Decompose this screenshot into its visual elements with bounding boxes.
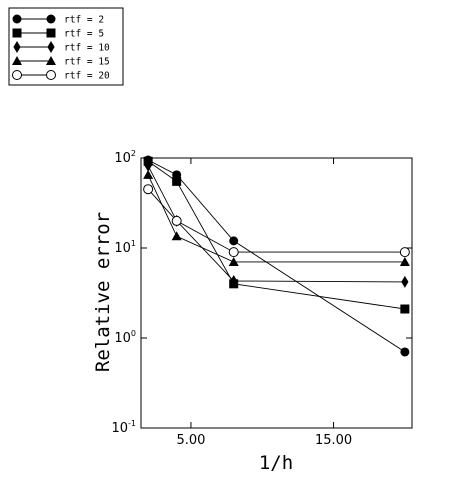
data-point bbox=[401, 275, 409, 288]
legend-box bbox=[8, 7, 124, 86]
series-line bbox=[147, 188, 405, 253]
data-point bbox=[172, 176, 182, 186]
series-line bbox=[147, 160, 405, 310]
legend-marker bbox=[47, 41, 55, 53]
legend-marker bbox=[12, 14, 22, 24]
x-tick-label: 5.00 bbox=[176, 433, 205, 448]
data-point bbox=[143, 169, 154, 179]
y-tick-label: 101 bbox=[114, 239, 136, 256]
legend-label: rtf = 2 bbox=[64, 15, 104, 26]
series-line bbox=[147, 159, 406, 353]
y-tick-label: 102 bbox=[114, 149, 136, 166]
data-point bbox=[171, 231, 182, 241]
plot-area bbox=[140, 157, 413, 429]
legend-label: rtf = 10 bbox=[64, 43, 110, 54]
data-point bbox=[143, 184, 154, 195]
x-tick-label: 15.00 bbox=[315, 433, 352, 448]
series-layer bbox=[143, 155, 410, 357]
data-point bbox=[399, 247, 410, 258]
series-line bbox=[147, 174, 405, 263]
data-point bbox=[228, 247, 239, 258]
x-axis-title: 1/h bbox=[259, 452, 293, 474]
legend-marker bbox=[12, 70, 22, 80]
legend-marker bbox=[12, 28, 22, 38]
data-point bbox=[229, 236, 239, 246]
data-point bbox=[171, 215, 182, 226]
legend-label: rtf = 20 bbox=[64, 71, 110, 82]
data-point bbox=[230, 274, 238, 287]
legend-label: rtf = 5 bbox=[64, 29, 104, 40]
data-point bbox=[144, 159, 152, 172]
legend-label: rtf = 15 bbox=[64, 57, 110, 68]
data-point bbox=[400, 304, 410, 314]
legend-marker bbox=[46, 56, 56, 65]
legend-marker bbox=[46, 14, 56, 24]
legend-marker bbox=[46, 70, 56, 80]
legend: rtf = 2 rtf = 5 rtf = 10 rtf = 15 rtf = 20 bbox=[8, 7, 124, 86]
legend-marker bbox=[13, 41, 21, 53]
legend-marker bbox=[12, 56, 22, 65]
y-tick-label: 10-1 bbox=[111, 419, 136, 436]
data-point bbox=[228, 256, 239, 266]
legend-marker bbox=[46, 28, 56, 38]
series-line bbox=[147, 165, 405, 283]
plot-frame bbox=[140, 157, 413, 429]
y-axis-title: Relative error bbox=[92, 212, 114, 372]
data-point bbox=[400, 347, 410, 357]
data-point bbox=[399, 256, 410, 266]
y-tick-label: 100 bbox=[114, 329, 136, 346]
